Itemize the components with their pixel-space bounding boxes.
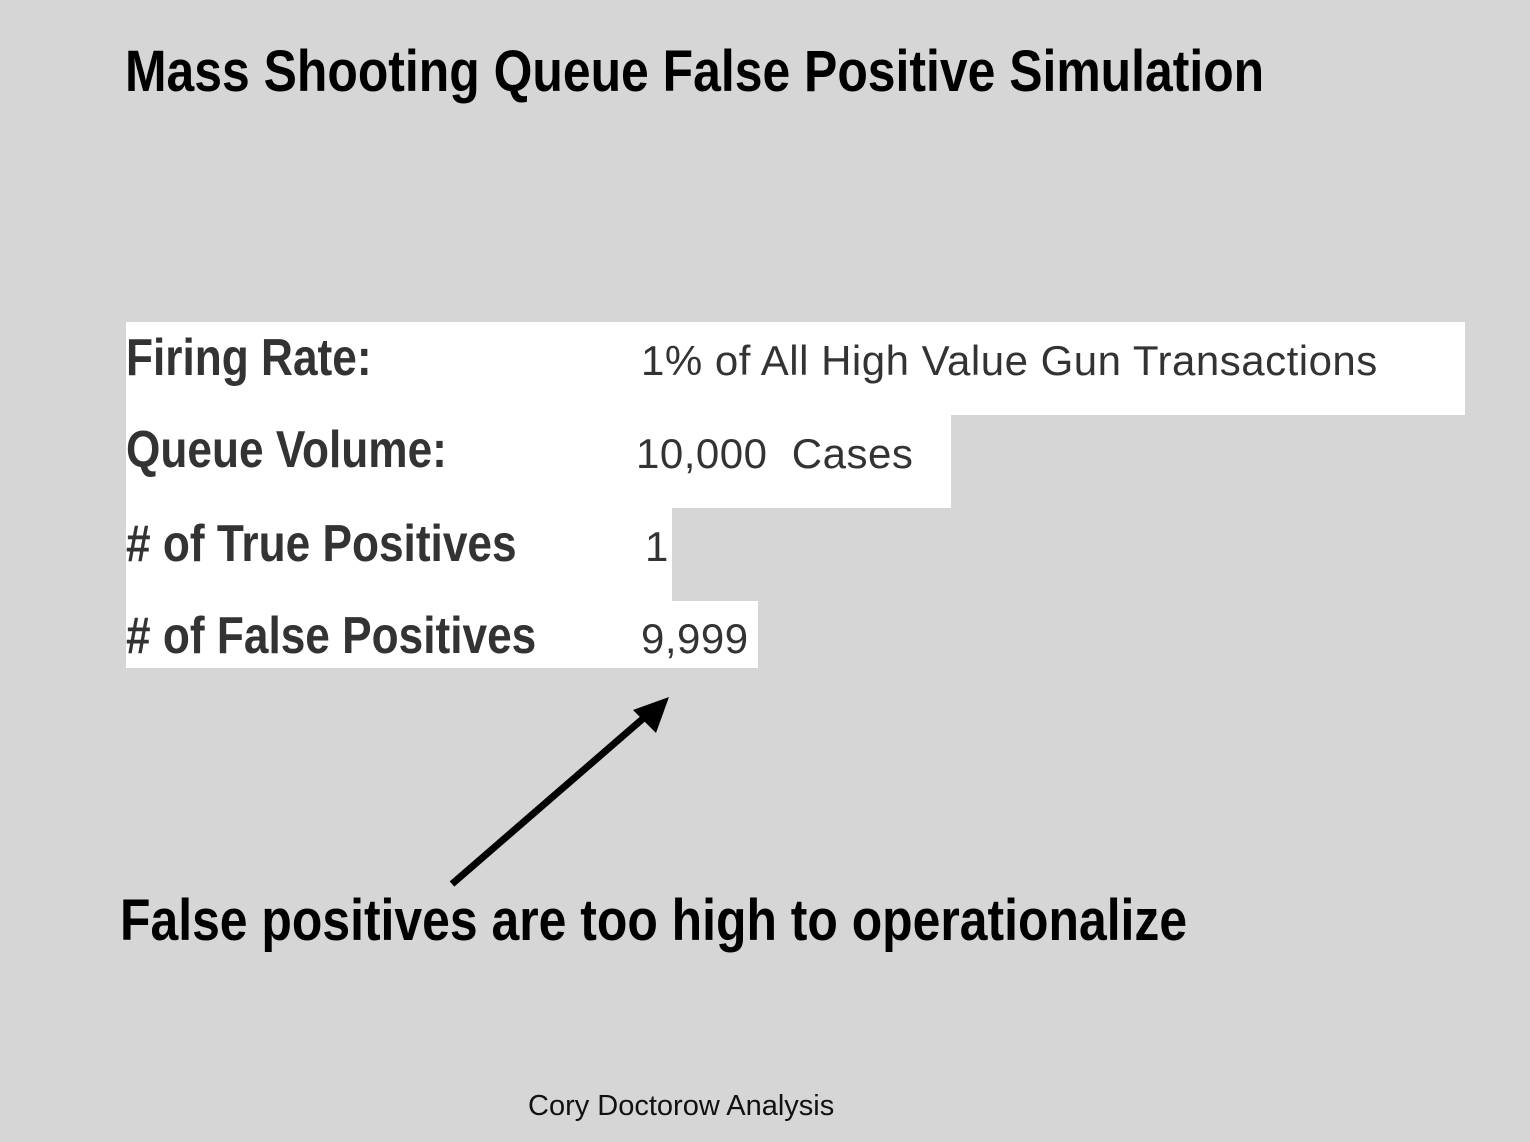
queue-volume-value: 10,000 Cases <box>636 430 914 477</box>
credit-text: Cory Doctorow Analysis <box>528 1090 835 1122</box>
firing-rate-value: 1% of All High Value Gun Transactions <box>641 337 1378 384</box>
arrow-shaft <box>449 713 649 887</box>
queue-volume-label: Queue Volume: <box>126 421 447 479</box>
firing-rate-label: Firing Rate: <box>126 329 372 387</box>
arrow-head <box>633 697 669 733</box>
false-positives-value: 9,999 <box>641 615 749 662</box>
row-highlight-queue-volume <box>126 414 951 508</box>
false-positives-label: # of False Positives <box>126 607 537 665</box>
true-positives-label: # of True Positives <box>126 515 517 573</box>
row-highlight-true-positives <box>126 507 672 602</box>
row-highlight-firing-rate <box>126 322 1465 415</box>
row-highlight-false-positives <box>126 601 758 668</box>
slide-title: Mass Shooting Queue False Positive Simul… <box>125 39 1265 104</box>
conclusion-text: False positives are too high to operatio… <box>120 888 1188 953</box>
true-positives-value: 1 <box>645 523 669 570</box>
